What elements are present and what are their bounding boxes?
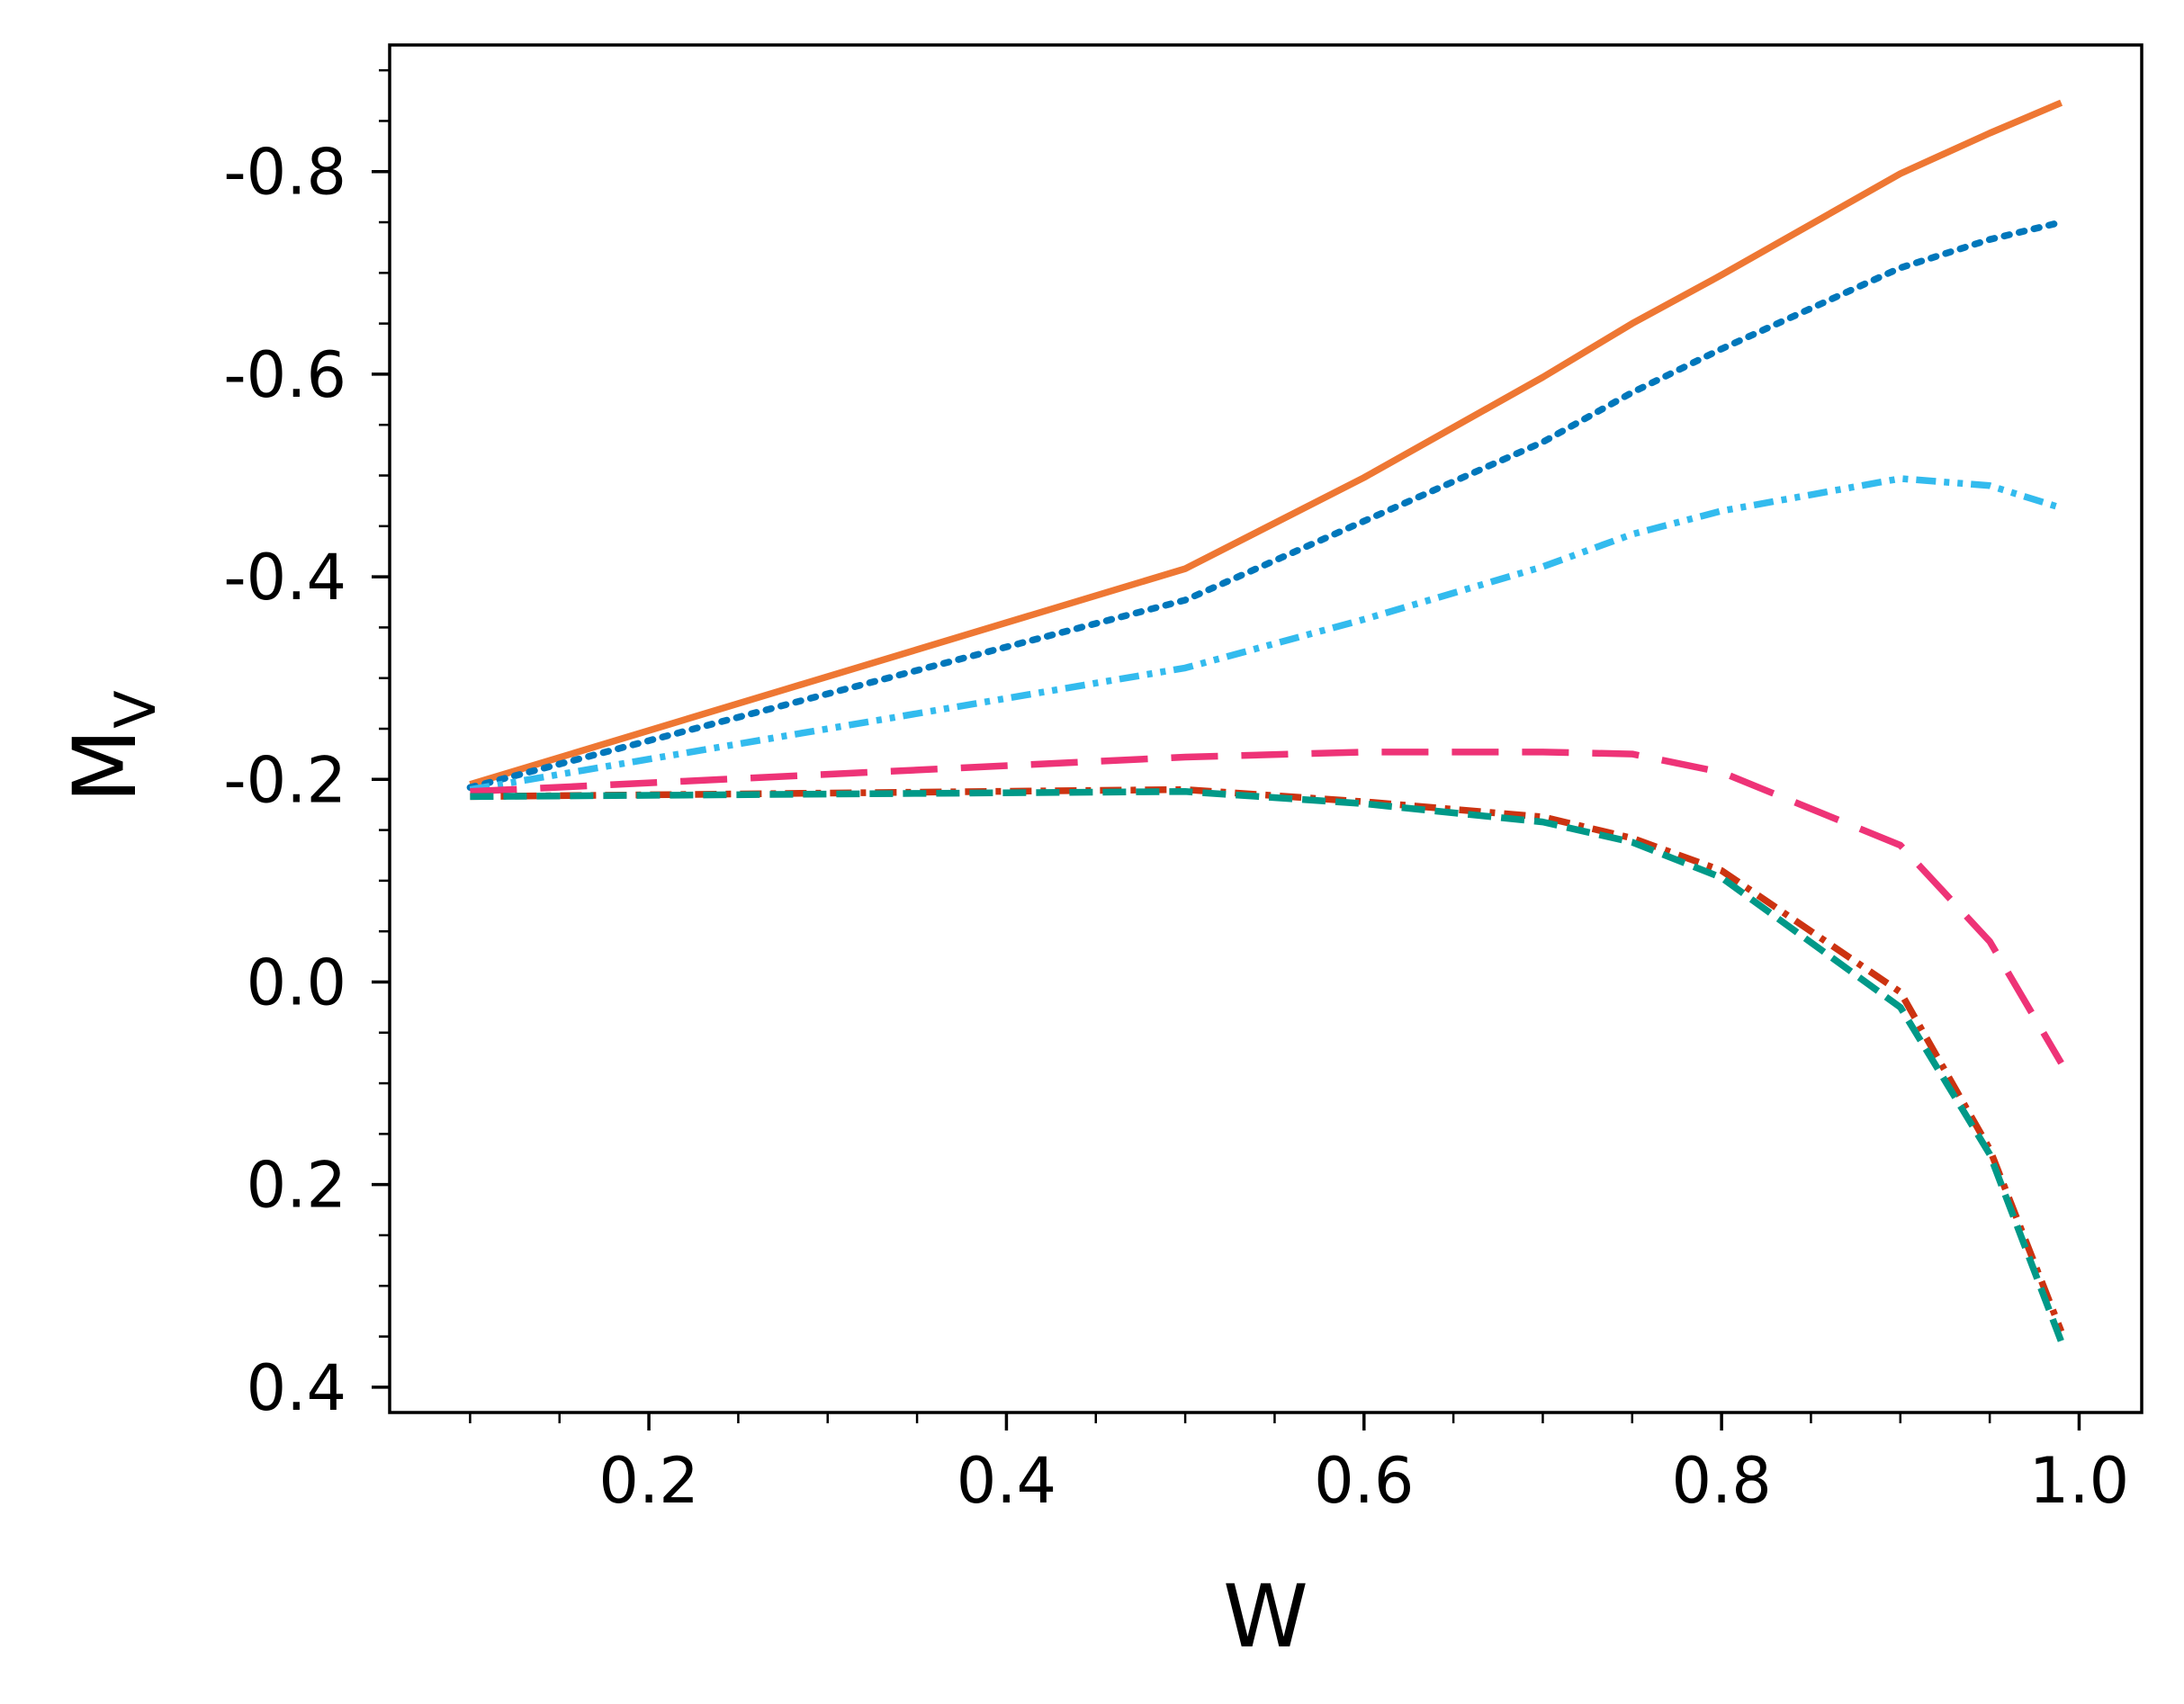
- x-tick-label: 0.8: [1671, 1444, 1771, 1518]
- x-tick-label: 0.2: [598, 1444, 698, 1518]
- y-axis-label: MV: [55, 690, 168, 803]
- y-axis-label-main: M: [55, 729, 156, 803]
- y-tick-label: -0.6: [223, 338, 346, 412]
- series-line-6: [470, 788, 2065, 1343]
- y-axis-label-subscript: V: [103, 690, 168, 728]
- ticks-layer: 0.2 0.4 0.6 0.8 1.0 -0.8 -0.6 -0.4 -0.2 0.0 0.2 0.4: [223, 68, 2129, 1518]
- series-line-1: [469, 99, 2063, 788]
- series-line-4: [470, 749, 2064, 1065]
- series-line-3: [469, 475, 2063, 794]
- y-tick-label: -0.2: [223, 743, 346, 817]
- y-tick-label: 0.4: [247, 1351, 346, 1425]
- x-tick-label: 1.0: [2029, 1444, 2129, 1518]
- y-tick-label: 0.0: [247, 946, 346, 1019]
- series-line-2: [466, 219, 2065, 792]
- plot-frame: [388, 43, 2144, 1414]
- x-tick-label: 0.6: [1314, 1444, 1414, 1518]
- x-tick-label: 0.4: [957, 1444, 1056, 1518]
- y-tick-label: -0.4: [223, 541, 346, 614]
- series-layer: [466, 99, 2065, 1343]
- y-tick-label: 0.2: [247, 1149, 346, 1223]
- x-axis-label: W: [1223, 1566, 1308, 1667]
- series-line-5: [470, 785, 2065, 1333]
- y-tick-label: -0.8: [223, 136, 346, 210]
